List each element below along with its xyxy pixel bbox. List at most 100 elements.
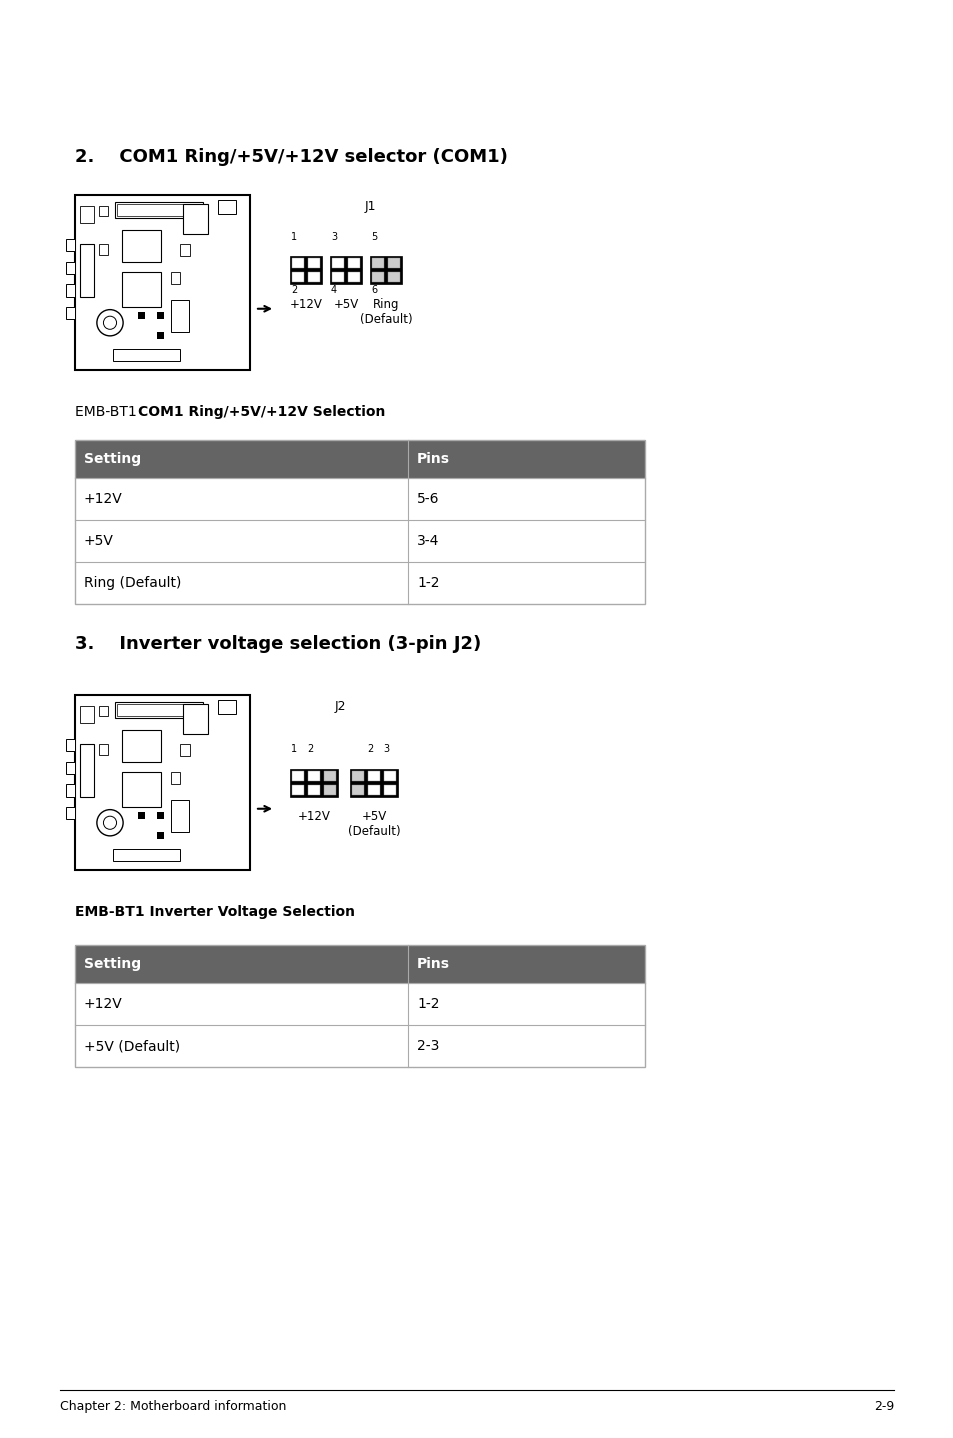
Bar	[138, 312, 145, 319]
Text: +5V: +5V	[84, 533, 113, 548]
Bar	[172, 272, 180, 285]
Bar	[122, 230, 161, 262]
Bar	[183, 204, 208, 233]
Bar	[172, 800, 189, 831]
Bar	[218, 200, 235, 214]
Text: J1: J1	[364, 200, 375, 213]
Bar	[138, 812, 145, 820]
Bar	[308, 272, 319, 282]
Bar	[157, 332, 164, 338]
Bar	[99, 706, 108, 716]
Bar	[348, 272, 359, 282]
Bar	[75, 440, 644, 604]
Bar	[352, 771, 364, 781]
Bar	[157, 831, 164, 838]
Bar	[350, 768, 397, 797]
Text: J2: J2	[334, 700, 345, 713]
Bar	[75, 945, 644, 984]
Bar	[308, 785, 319, 795]
Bar	[80, 706, 94, 723]
Text: 6: 6	[371, 285, 376, 295]
Bar	[75, 440, 644, 477]
Bar	[384, 771, 395, 781]
Text: 3: 3	[382, 745, 389, 755]
Bar	[66, 239, 75, 252]
Text: +5V: +5V	[333, 298, 358, 311]
Bar	[308, 259, 319, 269]
Bar	[332, 259, 344, 269]
Text: 1: 1	[291, 233, 296, 242]
Text: +5V
(Default): +5V (Default)	[347, 811, 400, 838]
Text: 4: 4	[331, 285, 336, 295]
Bar	[372, 259, 384, 269]
Bar	[66, 807, 75, 820]
Bar	[75, 695, 250, 870]
Text: 2: 2	[291, 285, 297, 295]
Bar	[115, 702, 203, 718]
Bar	[368, 771, 379, 781]
Text: 3-4: 3-4	[416, 533, 439, 548]
Bar	[180, 244, 191, 256]
Bar	[80, 743, 94, 797]
Bar	[157, 812, 164, 820]
Text: 2: 2	[307, 745, 313, 755]
Text: Pins: Pins	[416, 452, 450, 466]
Circle shape	[103, 817, 116, 830]
Text: Setting: Setting	[84, 452, 140, 466]
Text: +12V: +12V	[297, 811, 330, 824]
Bar	[172, 301, 189, 332]
Bar	[75, 562, 644, 604]
Bar	[332, 272, 344, 282]
Bar	[80, 244, 94, 296]
Bar	[99, 244, 108, 255]
Bar	[292, 771, 304, 781]
Text: 2: 2	[367, 745, 373, 755]
Bar	[324, 771, 335, 781]
Text: Ring
(Default): Ring (Default)	[359, 298, 412, 326]
Bar	[75, 196, 250, 370]
Bar	[290, 768, 337, 797]
Text: 5-6: 5-6	[416, 492, 439, 506]
Bar	[368, 785, 379, 795]
Text: 2.    COM1 Ring/+5V/+12V selector (COM1): 2. COM1 Ring/+5V/+12V selector (COM1)	[75, 148, 507, 165]
Circle shape	[103, 316, 116, 329]
Bar	[292, 272, 304, 282]
Text: 3.    Inverter voltage selection (3-pin J2): 3. Inverter voltage selection (3-pin J2)	[75, 636, 480, 653]
Text: 5: 5	[371, 233, 376, 242]
Bar	[384, 785, 395, 795]
Bar	[157, 312, 164, 319]
Bar	[122, 272, 161, 306]
Bar	[75, 477, 644, 521]
Bar	[113, 848, 180, 861]
Text: Ring (Default): Ring (Default)	[84, 577, 181, 590]
Text: +5V (Default): +5V (Default)	[84, 1040, 179, 1053]
Bar	[117, 204, 200, 216]
Text: Setting: Setting	[84, 958, 140, 971]
Bar	[180, 743, 191, 756]
Text: Chapter 2: Motherboard information: Chapter 2: Motherboard information	[60, 1401, 286, 1414]
Text: +12V: +12V	[84, 492, 122, 506]
Text: EMB-BT1: EMB-BT1	[75, 406, 141, 418]
Bar	[183, 703, 208, 733]
Bar	[330, 256, 361, 285]
Bar	[115, 201, 203, 217]
Bar	[66, 784, 75, 797]
Bar	[117, 705, 200, 716]
Circle shape	[97, 810, 123, 835]
Text: 1: 1	[291, 745, 296, 755]
Text: 2-3: 2-3	[416, 1040, 439, 1053]
Text: Pins: Pins	[416, 958, 450, 971]
Bar	[75, 1025, 644, 1067]
Bar	[75, 521, 644, 562]
Bar	[66, 262, 75, 273]
Bar	[99, 743, 108, 755]
Text: 2-9: 2-9	[873, 1401, 893, 1414]
Bar	[388, 272, 399, 282]
Bar	[370, 256, 401, 285]
Bar	[99, 206, 108, 216]
Text: 1-2: 1-2	[416, 997, 439, 1011]
Bar	[172, 772, 180, 784]
Bar	[66, 285, 75, 296]
Text: +12V: +12V	[84, 997, 122, 1011]
Text: COM1 Ring/+5V/+12V Selection: COM1 Ring/+5V/+12V Selection	[138, 406, 385, 418]
